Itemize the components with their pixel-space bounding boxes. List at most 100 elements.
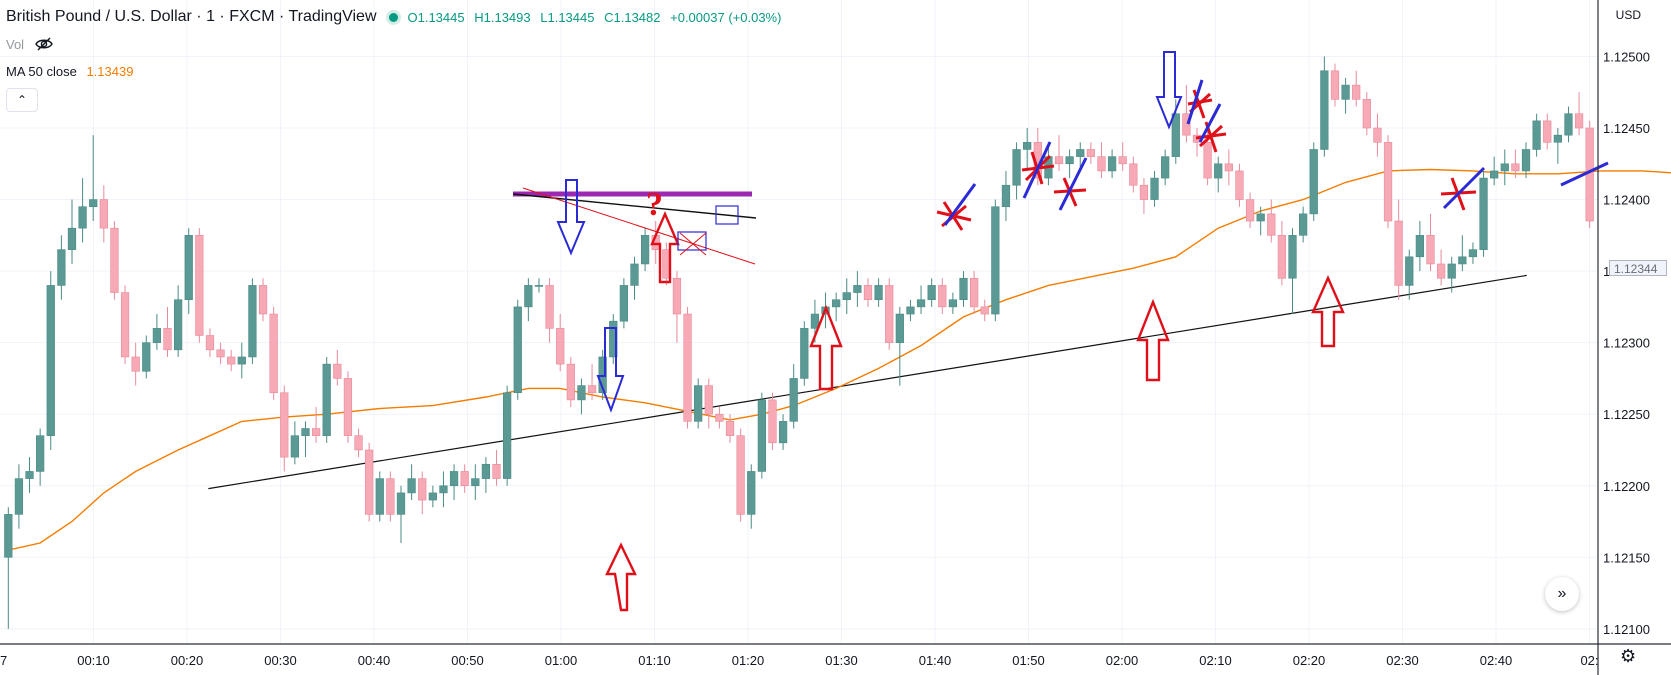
candle-body <box>375 478 384 515</box>
candle-body <box>768 399 777 444</box>
high-value: H1.13493 <box>474 9 531 25</box>
candle-body <box>725 421 735 436</box>
candle-body <box>396 492 406 515</box>
candle-body <box>1203 142 1212 179</box>
time-tick-label: 01:30 <box>825 653 858 668</box>
candle-body <box>428 492 437 501</box>
candle-body <box>545 285 554 329</box>
market-status-icon <box>388 12 398 22</box>
candle-body <box>1436 263 1446 279</box>
chevron-up-icon: ⌃ <box>16 93 28 107</box>
candle-body <box>948 299 958 308</box>
candle-body <box>216 349 225 358</box>
candle-body <box>120 292 130 358</box>
symbol-title[interactable]: British Pound / U.S. Dollar · 1 · FXCM ·… <box>6 8 377 25</box>
candle-body <box>1001 184 1011 208</box>
candle-body <box>566 363 575 401</box>
red-up-arrow-icon <box>1311 275 1345 348</box>
candle-body <box>969 277 979 308</box>
moving-average-legend[interactable]: MA 50 close 1.13439 <box>6 64 133 79</box>
price-tick-label: 1.12300 <box>1603 336 1650 351</box>
candle-body <box>110 227 119 293</box>
candle-body <box>1118 156 1127 165</box>
red-up-arrow-icon <box>650 210 680 284</box>
candle-body <box>1341 84 1350 100</box>
candle-body <box>4 514 13 558</box>
blue-slash-mark <box>943 183 977 226</box>
candle-body <box>747 471 756 515</box>
time-tick-label: 00:10 <box>77 653 110 668</box>
candle-body <box>1277 235 1287 279</box>
candle-body <box>1415 235 1425 258</box>
candle-body <box>163 328 172 351</box>
candle-body <box>142 342 151 372</box>
candle-body <box>1224 163 1233 172</box>
time-tick-label: 01:50 <box>1012 653 1045 668</box>
candle-body <box>78 206 87 229</box>
time-tick-label: 00:40 <box>358 653 391 668</box>
blue-box-marker <box>715 205 739 225</box>
time-tick-label: 02:20 <box>1293 653 1326 668</box>
candle-body <box>1235 170 1244 200</box>
time-tick-label: 01:00 <box>545 653 578 668</box>
candle-body <box>1054 156 1064 165</box>
candle-body <box>1447 263 1456 279</box>
candle-body <box>354 435 363 451</box>
candle-body <box>1129 163 1138 186</box>
candle-body <box>609 320 618 358</box>
candles-layer <box>4 56 1594 629</box>
current-price-tag: 1.12344 <box>1609 260 1667 276</box>
candle-body <box>1426 235 1435 265</box>
candle-body <box>46 285 55 436</box>
candle-body <box>280 392 289 458</box>
candle-body <box>1012 149 1021 186</box>
candle-body <box>343 378 353 436</box>
time-tick-label: 01:20 <box>732 653 765 668</box>
candle-body <box>1139 184 1149 200</box>
candle-body <box>1299 213 1308 236</box>
candle-body <box>1320 70 1329 150</box>
volume-indicator-row[interactable]: Vol <box>6 36 54 52</box>
candle-body <box>1383 142 1393 222</box>
candle-body <box>800 328 809 379</box>
currency-label[interactable]: USD <box>1615 8 1641 22</box>
candle-body <box>460 471 469 487</box>
candle-body <box>173 299 183 351</box>
candle-body <box>322 363 331 436</box>
close-value: C1.13482 <box>604 9 661 25</box>
candle-body <box>89 199 98 208</box>
candle-body <box>1309 149 1318 215</box>
gear-icon[interactable]: ⚙ <box>1620 646 1637 666</box>
candle-body <box>1086 149 1095 157</box>
red-up-arrow-icon <box>605 542 637 612</box>
candle-body <box>1405 256 1414 286</box>
blue-slash-mark <box>1186 79 1204 125</box>
time-tick-label: 00:50 <box>451 653 484 668</box>
vol-label: Vol <box>6 36 25 52</box>
scroll-to-realtime-button[interactable]: » <box>1545 577 1579 611</box>
candle-body <box>842 292 851 301</box>
candle-body <box>311 428 321 436</box>
candle-body <box>1182 113 1191 136</box>
candle-body <box>895 313 904 343</box>
time-tick-label: 02: <box>1580 653 1598 668</box>
time-tick-label: 00:20 <box>171 653 204 668</box>
candle-body <box>704 385 713 415</box>
candle-body <box>927 285 936 301</box>
change-value: +0.00037 (+0.03%) <box>670 9 782 25</box>
price-tick-label: 1.12450 <box>1603 121 1650 136</box>
candle-body <box>1458 256 1467 265</box>
price-tick-label: 1.12250 <box>1603 407 1650 422</box>
collapse-legend-button[interactable]: ⌃ <box>6 88 38 112</box>
candle-body <box>1065 156 1074 165</box>
eye-hidden-icon[interactable] <box>34 36 54 52</box>
time-tick-label: 7 <box>0 653 7 668</box>
candle-body <box>524 285 533 308</box>
candle-body <box>1023 142 1032 150</box>
candle-body <box>1479 177 1488 250</box>
candle-body <box>789 378 798 422</box>
candle-body <box>577 385 586 401</box>
candle-body <box>1107 156 1117 172</box>
symbol-legend: British Pound / U.S. Dollar · 1 · FXCM ·… <box>6 8 787 26</box>
